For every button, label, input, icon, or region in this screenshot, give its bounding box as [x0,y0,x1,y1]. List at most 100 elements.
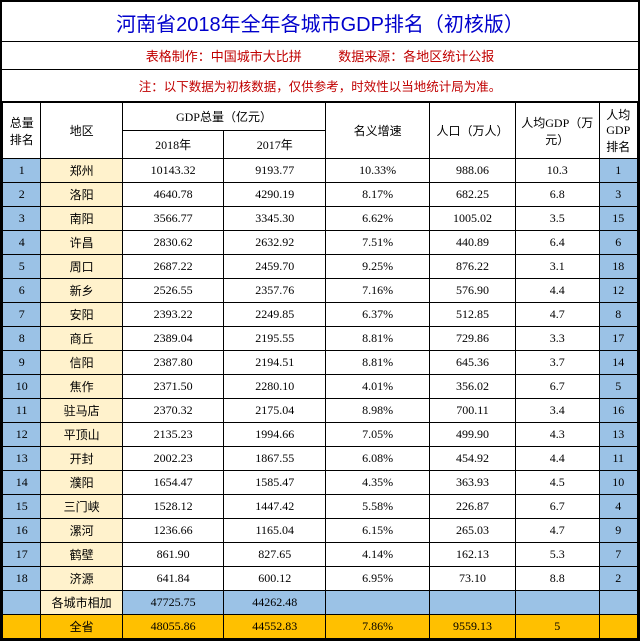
cell-gdp2018: 2830.62 [122,231,224,255]
cell-pcgdp: 10.3 [515,159,599,183]
table-row: 8商丘2389.042195.558.81%729.863.317 [3,327,638,351]
cell-city: 濮阳 [41,471,122,495]
cell-gdp2018: 641.84 [122,567,224,591]
note-text: 注：以下数据为初核数据，仅供参考，时效性以当地统计局为准。 [2,70,638,102]
cell-pcrank: 7 [599,543,637,567]
cell-gdp2018: 1528.12 [122,495,224,519]
cell-gdp2017: 827.65 [224,543,326,567]
prov-pcgdp: 5 [515,615,599,639]
cell-gdp2018: 4640.78 [122,183,224,207]
cell-gdp2017: 9193.77 [224,159,326,183]
cell-pcrank: 2 [599,567,637,591]
cell-growth: 8.81% [326,327,430,351]
cell-pop: 876.22 [430,255,516,279]
table-row: 17鹤壁861.90827.654.14%162.135.37 [3,543,638,567]
cell-gdp2018: 2393.22 [122,303,224,327]
hdr-2018: 2018年 [122,131,224,159]
cell-pop: 645.36 [430,351,516,375]
cell-pcrank: 5 [599,375,637,399]
cell-pop: 729.86 [430,327,516,351]
cell-gdp2017: 1585.47 [224,471,326,495]
table-row: 13开封2002.231867.556.08%454.924.411 [3,447,638,471]
cell-gdp2017: 1165.04 [224,519,326,543]
hdr-city: 地区 [41,103,122,159]
cell-pcrank: 10 [599,471,637,495]
hdr-pcrank: 人均GDP排名 [599,103,637,159]
table-row: 9信阳2387.802194.518.81%645.363.714 [3,351,638,375]
cell-growth: 8.98% [326,399,430,423]
cell-growth: 6.37% [326,303,430,327]
cell-rank: 5 [3,255,41,279]
cell-pcgdp: 6.8 [515,183,599,207]
cell-pcrank: 8 [599,303,637,327]
cell-pcrank: 3 [599,183,637,207]
cell-pcgdp: 6.4 [515,231,599,255]
cell-growth: 4.01% [326,375,430,399]
cell-pcrank: 1 [599,159,637,183]
cell-gdp2017: 2459.70 [224,255,326,279]
cell-pop: 363.93 [430,471,516,495]
table-header: 总量排名 地区 GDP总量（亿元） 名义增速 人口（万人） 人均GDP（万元） … [3,103,638,159]
cell-city: 许昌 [41,231,122,255]
cell-rank: 14 [3,471,41,495]
cell-city: 济源 [41,567,122,591]
table-row: 12平顶山2135.231994.667.05%499.904.313 [3,423,638,447]
table-row: 5周口2687.222459.709.25%876.223.118 [3,255,638,279]
cell-gdp2018: 2370.32 [122,399,224,423]
cell-pcrank: 15 [599,207,637,231]
cell-rank: 6 [3,279,41,303]
prov-label: 全省 [41,615,122,639]
table-row: 15三门峡1528.121447.425.58%226.876.74 [3,495,638,519]
cell-pcgdp: 4.7 [515,303,599,327]
cell-pcgdp: 6.7 [515,375,599,399]
cell-pop: 73.10 [430,567,516,591]
cell-gdp2017: 2632.92 [224,231,326,255]
prov-growth: 7.86% [326,615,430,639]
table-container: 河南省2018年全年各城市GDP排名（初核版） 表格制作：中国城市大比拼 数据来… [0,0,640,641]
cell-gdp2017: 2194.51 [224,351,326,375]
cell-city: 鹤壁 [41,543,122,567]
subtitle-row: 表格制作：中国城市大比拼 数据来源：各地区统计公报 [2,42,638,70]
cell-city: 安阳 [41,303,122,327]
cell-pcgdp: 3.3 [515,327,599,351]
cell-pop: 1005.02 [430,207,516,231]
cell-rank: 15 [3,495,41,519]
main-title: 河南省2018年全年各城市GDP排名（初核版） [2,2,638,42]
table-row: 11驻马店2370.322175.048.98%700.113.416 [3,399,638,423]
cell-gdp2018: 2687.22 [122,255,224,279]
sum-g17: 44262.48 [224,591,326,615]
prov-g17: 44552.83 [224,615,326,639]
cell-pcgdp: 4.4 [515,279,599,303]
table-row: 10焦作2371.502280.104.01%356.026.75 [3,375,638,399]
cell-growth: 4.35% [326,471,430,495]
cell-rank: 3 [3,207,41,231]
cell-gdp2018: 2389.04 [122,327,224,351]
cell-gdp2018: 2387.80 [122,351,224,375]
cell-growth: 6.62% [326,207,430,231]
cell-growth: 6.95% [326,567,430,591]
cell-growth: 7.05% [326,423,430,447]
cell-gdp2017: 2280.10 [224,375,326,399]
cell-city: 漯河 [41,519,122,543]
cell-pcrank: 18 [599,255,637,279]
cell-gdp2018: 2135.23 [122,423,224,447]
cell-city: 商丘 [41,327,122,351]
cell-gdp2018: 2371.50 [122,375,224,399]
cell-growth: 7.16% [326,279,430,303]
sum-g18: 47725.75 [122,591,224,615]
gdp-table: 总量排名 地区 GDP总量（亿元） 名义增速 人口（万人） 人均GDP（万元） … [2,102,638,639]
cell-pcgdp: 4.7 [515,519,599,543]
cell-pcgdp: 8.8 [515,567,599,591]
cell-city: 新乡 [41,279,122,303]
cell-pcgdp: 4.5 [515,471,599,495]
hdr-pcgdp: 人均GDP（万元） [515,103,599,159]
cell-pcrank: 14 [599,351,637,375]
table-row: 3南阳3566.773345.306.62%1005.023.515 [3,207,638,231]
cell-city: 信阳 [41,351,122,375]
cell-city: 三门峡 [41,495,122,519]
cell-pcgdp: 3.7 [515,351,599,375]
cell-gdp2018: 861.90 [122,543,224,567]
cell-city: 焦作 [41,375,122,399]
cell-growth: 9.25% [326,255,430,279]
cell-rank: 17 [3,543,41,567]
